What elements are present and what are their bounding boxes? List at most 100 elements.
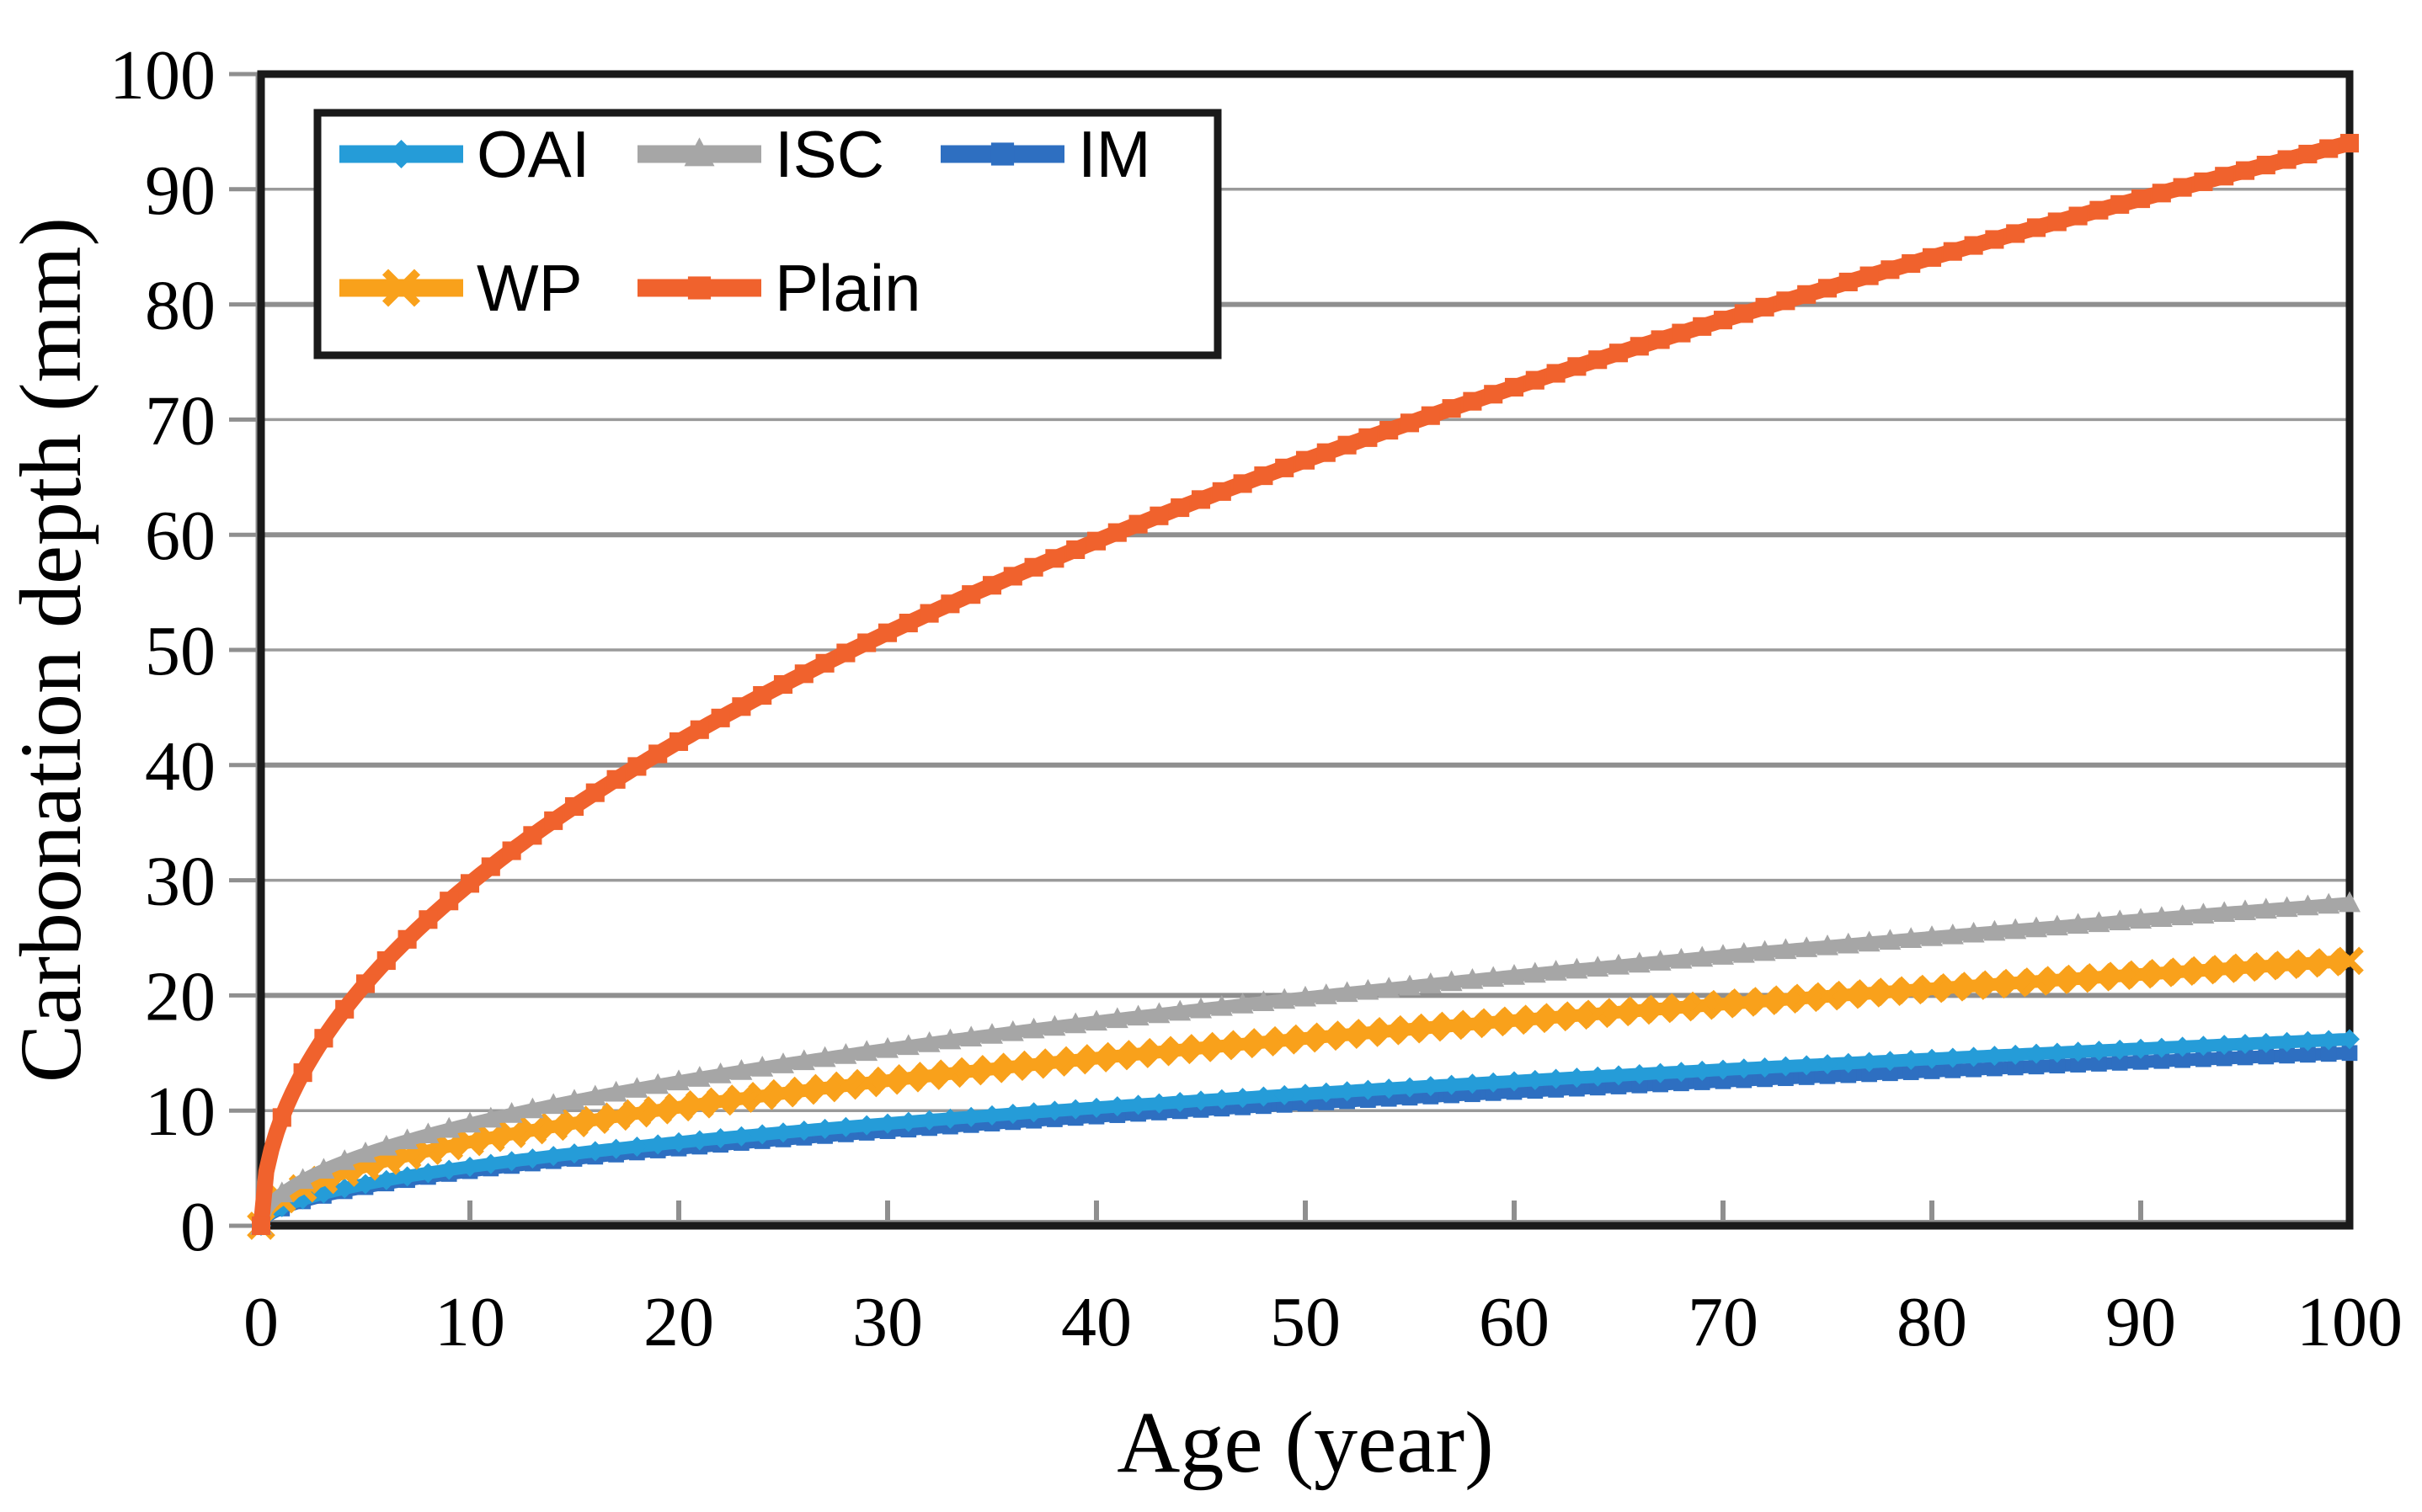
marker-triangle — [521, 1097, 544, 1119]
legend-item-isc[interactable]: ISC — [638, 117, 884, 191]
marker-diamond — [1984, 1046, 2005, 1067]
marker-square — [314, 1029, 333, 1048]
series-ISC — [250, 891, 2361, 1235]
marker-square — [293, 1063, 312, 1083]
marker-square — [2298, 144, 2318, 164]
marker-x — [1479, 1008, 1508, 1037]
marker-square — [1337, 435, 1357, 455]
marker-triangle — [2318, 892, 2340, 914]
marker-x — [1040, 1048, 1070, 1077]
marker-x — [936, 1059, 965, 1089]
marker-x — [1311, 1022, 1341, 1051]
marker-diamond — [2235, 1033, 2255, 1054]
marker-diamond — [1211, 1089, 1232, 1110]
marker-triangle — [605, 1080, 627, 1102]
marker-square — [857, 633, 877, 652]
marker-x — [2063, 964, 2093, 993]
marker-square — [1254, 466, 1273, 486]
marker-x — [873, 1066, 902, 1095]
marker-diamond — [627, 1136, 648, 1157]
marker-square — [2153, 1052, 2170, 1069]
marker-square — [440, 892, 459, 911]
marker-x — [1583, 999, 1613, 1029]
marker-diamond — [1796, 1055, 1817, 1076]
marker-triangle — [1941, 923, 1964, 945]
marker-diamond — [1733, 1058, 1754, 1079]
marker-x — [2335, 946, 2364, 976]
legend-item-oai[interactable]: OAI — [339, 117, 589, 191]
marker-square — [1379, 420, 1399, 440]
marker-triangle — [1503, 963, 1525, 985]
marker-square — [962, 585, 981, 604]
x-tick-label: 10 — [435, 1283, 505, 1361]
marker-x — [1353, 1019, 1383, 1047]
marker-triangle — [626, 1077, 648, 1098]
marker-diamond — [961, 1106, 982, 1127]
marker-diamond — [2297, 1030, 2318, 1051]
marker-diamond — [1191, 1090, 1211, 1111]
marker-triangle — [918, 1031, 941, 1052]
marker-diamond — [1671, 1062, 1692, 1083]
marker-square — [2007, 1059, 2024, 1076]
x-tick-label: 40 — [1061, 1283, 1132, 1361]
marker-x — [2168, 957, 2197, 987]
marker-triangle — [1587, 956, 1609, 977]
marker-diamond — [2110, 1039, 2131, 1060]
marker-diamond — [584, 1141, 606, 1162]
y-tick-label: 80 — [145, 267, 216, 345]
marker-x — [2272, 950, 2302, 979]
marker-square — [2089, 200, 2109, 220]
marker-diamond — [1065, 1099, 1086, 1120]
marker-diamond — [1379, 1078, 1400, 1099]
marker-square — [1966, 1061, 1982, 1078]
marker-diamond — [1044, 1100, 1065, 1121]
x-tick-label: 70 — [1688, 1283, 1758, 1361]
marker-x — [664, 1093, 693, 1122]
x-tick-label: 30 — [852, 1283, 923, 1361]
marker-diamond — [898, 1111, 919, 1132]
marker-diamond — [689, 1130, 710, 1151]
marker-diamond — [1086, 1097, 1107, 1118]
marker-diamond — [1566, 1067, 1587, 1089]
marker-triangle — [375, 1134, 397, 1156]
legend-item-im[interactable]: IM — [941, 117, 1151, 191]
marker-diamond — [1838, 1052, 1859, 1073]
legend-item-wp[interactable]: WP — [339, 251, 583, 325]
marker-diamond — [334, 1178, 355, 1199]
marker-triangle — [877, 1036, 899, 1058]
marker-x — [601, 1102, 631, 1131]
marker-square — [523, 826, 542, 845]
marker-diamond — [1400, 1077, 1420, 1098]
marker-square — [920, 604, 939, 623]
series-OAI — [251, 1029, 2360, 1236]
marker-square — [1024, 557, 1043, 577]
marker-triangle — [1378, 977, 1400, 998]
marker-triangle — [1106, 1007, 1128, 1029]
marker-square — [1693, 317, 1712, 336]
marker-triangle — [2130, 908, 2152, 929]
marker-x — [706, 1087, 735, 1116]
marker-diamond — [1023, 1102, 1044, 1123]
x-tick-label: 100 — [2297, 1283, 2403, 1361]
marker-square — [1673, 1075, 1689, 1092]
marker-diamond — [1232, 1088, 1253, 1109]
x-axis-title: Age (year) — [1117, 1394, 1493, 1491]
marker-square — [1985, 230, 2004, 249]
marker-square — [2319, 139, 2339, 158]
marker-square — [1275, 458, 1294, 477]
marker-x — [2042, 966, 2072, 995]
marker-diamond — [2339, 1029, 2360, 1050]
marker-square — [2068, 206, 2088, 226]
marker-square — [1610, 1078, 1627, 1094]
marker-x — [915, 1062, 944, 1090]
legend-item-plain[interactable]: Plain — [638, 251, 920, 325]
marker-triangle — [542, 1093, 565, 1115]
marker-square — [687, 276, 712, 300]
marker-triangle — [1566, 957, 1588, 979]
marker-square — [1506, 1083, 1523, 1100]
marker-diamond — [773, 1122, 793, 1143]
marker-diamond — [2046, 1042, 2067, 1063]
marker-triangle — [1837, 932, 1859, 954]
